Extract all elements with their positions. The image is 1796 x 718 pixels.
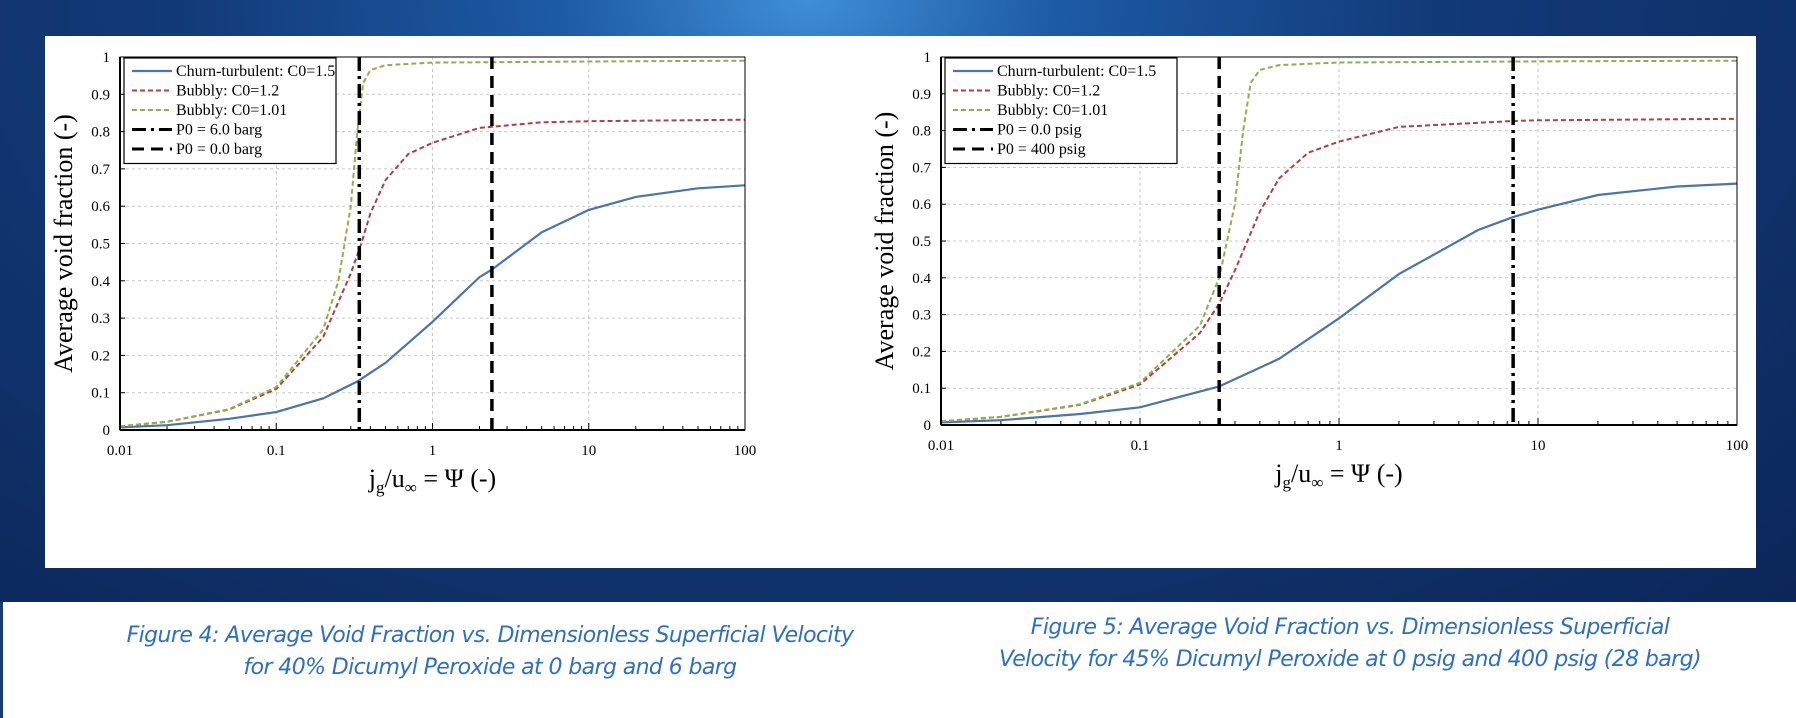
x-tick-label: 100 — [734, 443, 757, 459]
y-tick-label: 0.4 — [912, 271, 931, 287]
series-line — [940, 59, 1738, 423]
figure-4-caption: Figure 4: Average Void Fraction vs. Dime… — [80, 620, 900, 684]
y-tick-label: 0.3 — [91, 311, 110, 327]
y-tick-label: 0.8 — [91, 125, 110, 141]
legend-entry: Bubbly: C0=1.01 — [997, 102, 1108, 119]
legend-entry: P0 = 6.0 barg — [176, 122, 262, 139]
figure-5-chart: 0.01 0.1 1 10 100 0 0.1 0.2 0.3 0.4 0.5 0.6 0.7 0.8 0.… — [870, 50, 1749, 492]
x-tick-label: 1 — [1335, 438, 1343, 454]
x-tick-label: 0.1 — [267, 443, 286, 459]
x-tick-label: 0.01 — [107, 443, 133, 459]
y-tick-label: 0 — [103, 423, 111, 439]
y-tick-label: 0.9 — [912, 87, 931, 103]
figure-5-caption-line-2: Velocity for 45% Dicumyl Peroxide at 0 p… — [999, 647, 1702, 672]
figure-4-caption-line-1: Figure 4: Average Void Fraction vs. Dime… — [126, 623, 854, 648]
x-tick-label: 10 — [581, 443, 596, 459]
y-tick-label: 0.9 — [91, 87, 110, 103]
y-tick-label: 0.8 — [912, 124, 931, 140]
x-tick-label: 10 — [1531, 438, 1546, 454]
y-tick-label: 1 — [924, 50, 932, 66]
x-tick-label: 1 — [429, 443, 437, 459]
left-border — [0, 602, 3, 718]
legend-entry: P0 = 400 psig — [997, 141, 1086, 158]
series-line — [119, 59, 746, 428]
figure-5-caption: Figure 5: Average Void Fraction vs. Dime… — [940, 612, 1760, 676]
series-line — [940, 182, 1738, 424]
y-tick-label: 0.2 — [91, 348, 110, 364]
series-line — [119, 184, 746, 429]
legend-entry: P0 = 0.0 psig — [997, 122, 1082, 139]
x-tick-label: 0.01 — [928, 438, 954, 454]
y-tick-label: 0.6 — [912, 197, 931, 213]
y-tick-label: 0.1 — [91, 386, 110, 402]
legend-entry: Churn-turbulent: C0=1.5 — [176, 63, 335, 80]
y-tick-label: 0.1 — [912, 381, 931, 397]
y-tick-label: 0.2 — [912, 344, 931, 360]
y-tick-label: 1 — [103, 50, 111, 66]
y-axis-label: Average void fraction (-) — [870, 112, 899, 371]
legend-entry: Bubbly: C0=1.2 — [997, 83, 1100, 100]
y-tick-label: 0.5 — [912, 234, 931, 250]
series-line — [119, 118, 746, 428]
y-tick-label: 0.7 — [91, 162, 110, 178]
legend: Churn-turbulent: C0=1.5 Bubbly: C0=1.2 Bub… — [944, 57, 1178, 165]
legend: Churn-turbulent: C0=1.5 Bubbly: C0=1.2 Bub… — [123, 57, 337, 165]
x-axis-label: jg/u∞ = Ψ (-) — [1274, 459, 1402, 492]
legend-entry: Churn-turbulent: C0=1.5 — [997, 63, 1156, 80]
legend-entry: Bubbly: C0=1.01 — [176, 102, 287, 119]
y-tick-label: 0.7 — [912, 160, 931, 176]
y-axis-label: Average void fraction (-) — [49, 114, 78, 373]
y-tick-label: 0.5 — [91, 237, 110, 253]
y-tick-label: 0.4 — [91, 274, 110, 290]
y-tick-label: 0 — [924, 418, 932, 434]
figure-4-chart: 0.01 0.1 1 10 100 0 0.1 0.2 0.3 0.4 0.5 0.6 0.7 0.8 0.… — [49, 50, 757, 497]
x-tick-label: 100 — [1726, 438, 1749, 454]
x-axis-label: jg/u∞ = Ψ (-) — [368, 464, 496, 497]
legend-box — [944, 57, 1178, 165]
figure-5-caption-line-1: Figure 5: Average Void Fraction vs. Dime… — [1030, 615, 1670, 640]
legend-entry: Bubbly: C0=1.2 — [176, 83, 279, 100]
x-tick-label: 0.1 — [1131, 438, 1150, 454]
y-tick-label: 0.3 — [912, 308, 931, 324]
y-tick-label: 0.6 — [91, 199, 110, 215]
legend-entry: P0 = 0.0 barg — [176, 141, 262, 158]
figure-4-caption-line-2: for 40% Dicumyl Peroxide at 0 barg and 6… — [243, 655, 737, 680]
